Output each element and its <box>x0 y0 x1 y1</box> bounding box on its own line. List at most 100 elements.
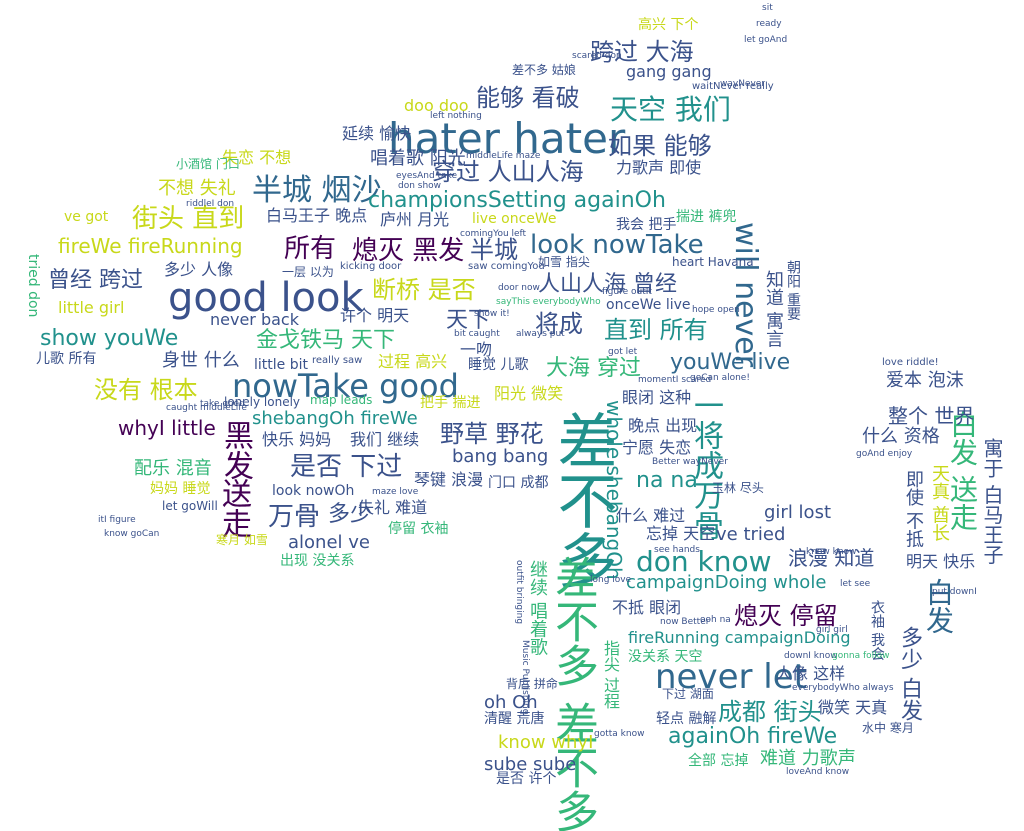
word: 快乐 妈妈 <box>262 430 332 449</box>
word: figure outIt <box>602 287 652 297</box>
word: 什么 资格 <box>862 426 940 447</box>
word: 玉林 尽头 <box>712 481 764 495</box>
word: youWe live <box>670 350 791 375</box>
word: gang gang <box>626 62 712 81</box>
word: downI know <box>784 651 838 661</box>
word: 差不多 差不多 <box>547 555 598 831</box>
word: 穿过 人山人海 <box>432 158 584 186</box>
word: championsSetting againOh <box>368 188 666 213</box>
word: whyI little <box>118 416 216 440</box>
word: 知道 寓言 <box>763 270 784 348</box>
word: onceWe live <box>606 297 691 313</box>
word: caught middleLife <box>166 403 247 413</box>
word: ve tried <box>716 524 786 545</box>
word: good look <box>168 275 364 321</box>
word: 眼闭 这种 <box>622 388 692 407</box>
word: see hands <box>654 545 700 555</box>
word: 白发 送走 <box>946 410 979 531</box>
word: 微笑 天真 <box>818 698 888 717</box>
word: outfit bringing <box>514 560 524 625</box>
word: 明天 快乐 <box>906 552 976 571</box>
word: 没有 根本 <box>94 376 198 404</box>
word: let goAnd <box>744 35 788 45</box>
word: 如雪 指尖 <box>538 255 590 269</box>
word: 全部 忘掉 <box>688 753 749 769</box>
word: girl lost <box>764 502 831 523</box>
word: 如果 能够 <box>608 132 712 160</box>
word: alonel ve <box>288 532 370 553</box>
word: long love <box>590 575 632 585</box>
word: 继续 唱着歌 <box>527 560 548 656</box>
word: tried don <box>25 254 41 318</box>
word: 多少 <box>328 502 373 527</box>
word: 能够 看破 <box>476 84 580 112</box>
word: look nowOh <box>272 483 355 499</box>
word: 水中 寒月 <box>862 721 914 735</box>
word: 儿歌 所有 <box>36 351 97 367</box>
word: put downI <box>932 587 977 597</box>
word: waitNever really <box>692 81 774 92</box>
word: 轻点 融解 <box>656 711 717 727</box>
word: 送走 <box>216 478 251 538</box>
word: 大海 穿过 <box>546 356 641 381</box>
word: 失礼 难道 <box>358 498 428 517</box>
word: don know <box>636 545 772 578</box>
word: 多少 人像 <box>164 260 234 279</box>
word: 整个 世界 <box>888 404 975 428</box>
word: itI figure <box>98 515 136 525</box>
word: 街头 直到 <box>132 204 245 234</box>
word: 是否 下过 <box>290 452 403 482</box>
word: 断桥 是否 <box>372 276 476 304</box>
word: 高兴 下个 <box>638 17 699 33</box>
word: little girl <box>58 298 125 317</box>
word: know goCan <box>104 529 160 539</box>
word: bit caught <box>454 329 500 339</box>
word: really saw <box>312 355 363 366</box>
word: loveAnd know <box>786 767 850 777</box>
word: 是否 许个 <box>496 771 557 787</box>
word: 停留 衣袖 <box>388 521 449 537</box>
word: don show <box>398 181 442 191</box>
word: 指尖 过程 <box>601 640 620 710</box>
word: 下过 湖面 <box>662 687 714 701</box>
word: 宁愿 失恋 <box>622 438 692 457</box>
word: now Better <box>660 617 710 627</box>
word: ooh na <box>700 615 731 625</box>
word: 半城 烟沙 <box>252 173 382 208</box>
word: na na <box>636 468 698 493</box>
word: 寓于 白马王子 <box>980 438 1004 565</box>
word: 妈妈 睡觉 <box>150 481 211 497</box>
word: 直到 所有 <box>604 316 708 344</box>
word: 衣袖 我会 <box>869 600 885 661</box>
word: 白发 <box>922 578 955 634</box>
word: 晚点 出现 <box>628 416 698 435</box>
word: sayThis everybodyWho <box>496 297 601 307</box>
word: 失恋 不想 <box>222 148 292 167</box>
word: fireWe fireRunning <box>58 234 243 258</box>
word: 天真 酋长 <box>929 464 950 542</box>
word: never let <box>655 657 807 697</box>
word: got let <box>608 347 638 357</box>
word: love riddle! <box>882 357 939 368</box>
word: girl girl <box>816 625 848 635</box>
word: know know <box>806 547 857 557</box>
word: goCan alone! <box>690 373 750 383</box>
word: 什么 难过 <box>616 506 686 525</box>
word: let goWill <box>162 499 218 513</box>
word: kicking door <box>340 261 402 272</box>
word: 寒月 如雪 <box>216 533 268 547</box>
word: gonna follow <box>832 651 890 661</box>
word: shebangOh fireWe <box>252 408 418 429</box>
word: 成都 街头 <box>718 698 822 726</box>
word: comingYou left <box>460 229 527 239</box>
word: map leads <box>310 393 373 407</box>
word: always put <box>516 329 565 339</box>
word: 我会 把手 <box>616 217 677 233</box>
word: 延续 愉快 <box>342 124 412 143</box>
word: 爱本 泡沫 <box>886 370 964 391</box>
word: maze love <box>372 487 419 497</box>
word: know whyI <box>498 732 594 753</box>
word: Music Publishing <box>520 640 530 715</box>
word: 我们 继续 <box>350 430 420 449</box>
word: campaignDoing whole <box>626 572 827 593</box>
